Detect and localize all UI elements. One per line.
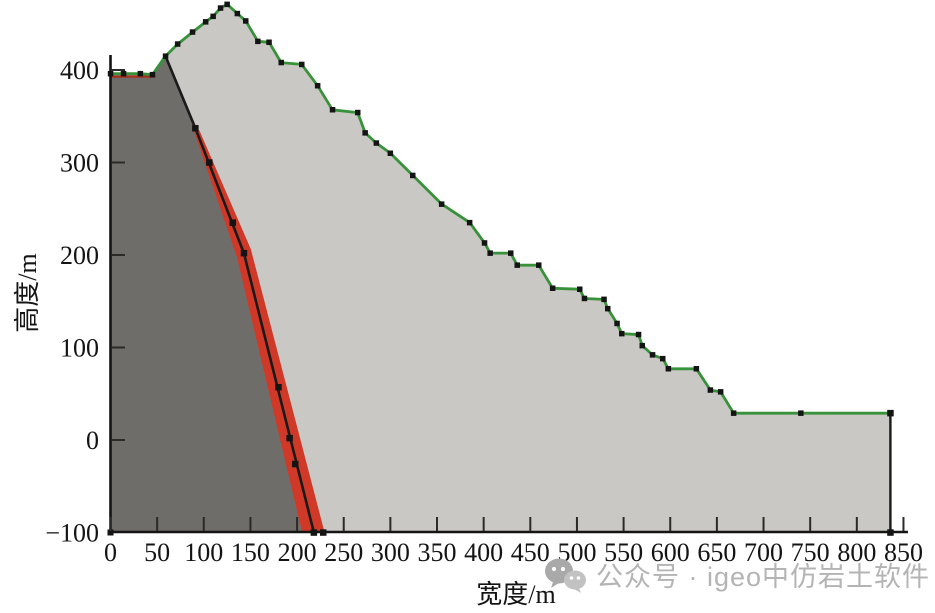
surface-point-marker — [266, 39, 272, 45]
surface-point-marker — [481, 240, 488, 246]
surface-point-marker — [373, 140, 380, 146]
x-tick-label: 50 — [144, 538, 170, 567]
surface-point-marker — [614, 320, 620, 327]
surface-point-marker — [508, 250, 514, 256]
surface-point-marker — [619, 330, 625, 337]
x-tick-label: 650 — [697, 538, 736, 567]
fault-point-marker — [206, 159, 213, 166]
fault-point-marker — [229, 219, 236, 226]
surface-point-marker — [387, 150, 394, 156]
surface-point-marker — [730, 410, 737, 416]
fault-point-marker — [292, 460, 299, 468]
x-tick-label: 250 — [324, 538, 363, 567]
x-tick-label: 350 — [418, 538, 457, 567]
x-tick-label: 450 — [511, 538, 550, 567]
surface-point-marker — [217, 5, 224, 11]
surface-point-marker — [278, 59, 284, 66]
surface-point-marker — [649, 352, 656, 358]
surface-point-marker — [255, 38, 261, 45]
surface-point-marker — [635, 331, 642, 338]
surface-point-marker — [581, 295, 588, 302]
x-tick-label: 200 — [278, 538, 317, 567]
x-tick-label: 300 — [371, 538, 410, 567]
surface-point-marker — [798, 410, 804, 416]
surface-point-marker — [210, 13, 216, 20]
x-tick-label: 600 — [651, 538, 690, 567]
surface-point-marker — [487, 250, 493, 256]
surface-point-marker — [605, 305, 611, 312]
bedrock-region — [110, 58, 314, 533]
surface-point-marker — [355, 109, 361, 116]
x-axis-title: 宽度/m — [476, 580, 556, 609]
surface-point-marker — [120, 70, 127, 77]
edge-point-marker — [887, 409, 894, 417]
surface-point-marker — [717, 389, 724, 395]
fault-point-marker — [240, 249, 248, 257]
x-tick-label: 800 — [837, 538, 876, 567]
surface-point-marker — [329, 107, 336, 113]
x-tick-label: 750 — [791, 538, 830, 567]
y-axis-title: 高度/m — [13, 253, 42, 333]
surface-point-marker — [536, 262, 542, 268]
surface-point-marker — [660, 355, 666, 362]
y-tick-label: 100 — [60, 334, 99, 363]
surface-point-marker — [362, 130, 368, 136]
y-tick-label: 400 — [60, 56, 99, 85]
surface-point-marker — [601, 296, 607, 303]
x-tick-label: 100 — [184, 538, 223, 567]
y-tick-label: −100 — [45, 519, 99, 548]
surface-point-marker — [189, 29, 196, 35]
surface-point-marker — [707, 387, 714, 393]
surface-point-marker — [149, 71, 156, 78]
x-tick-label: 550 — [604, 538, 643, 567]
y-tick-label: 200 — [60, 241, 99, 270]
fault-point-marker — [275, 384, 282, 391]
surface-point-marker — [299, 61, 305, 68]
slope-body-region — [110, 4, 891, 533]
fault-line — [164, 55, 316, 533]
watermark: 公众号 · igeo中仿岩土软件 — [543, 555, 930, 594]
watermark-text: 公众号 · igeo中仿岩土软件 — [596, 562, 931, 592]
x-tick-label: 400 — [464, 538, 503, 567]
surface-point-marker — [410, 172, 416, 179]
surface-point-marker — [234, 10, 241, 17]
x-tick-label: 0 — [104, 538, 117, 567]
surface-point-marker — [639, 342, 645, 349]
x-tick-label: 150 — [231, 538, 270, 567]
surface-point-marker — [174, 41, 181, 47]
surface-point-marker — [162, 53, 169, 59]
fault-point-marker — [286, 434, 293, 442]
surface-point-marker — [514, 262, 520, 268]
surface-point-marker — [224, 1, 230, 8]
y-tick-label: 300 — [60, 149, 99, 178]
x-tick-label: 850 — [884, 538, 923, 567]
surface-point-marker — [549, 285, 556, 291]
x-tick-label: 700 — [744, 538, 783, 567]
surface-point-marker — [137, 70, 144, 77]
surface-point-marker — [693, 366, 700, 372]
surface-point-marker — [438, 201, 445, 207]
surface-point-marker — [466, 219, 473, 226]
fault-point-marker — [192, 125, 199, 132]
surface-point-marker — [577, 286, 583, 292]
wechat-icon — [545, 558, 586, 593]
y-tick-label: 0 — [86, 426, 99, 455]
surface-point-marker — [314, 83, 321, 89]
surface-point-marker — [202, 19, 209, 25]
surface-point-marker — [243, 18, 249, 24]
surface-point-marker — [665, 366, 672, 372]
